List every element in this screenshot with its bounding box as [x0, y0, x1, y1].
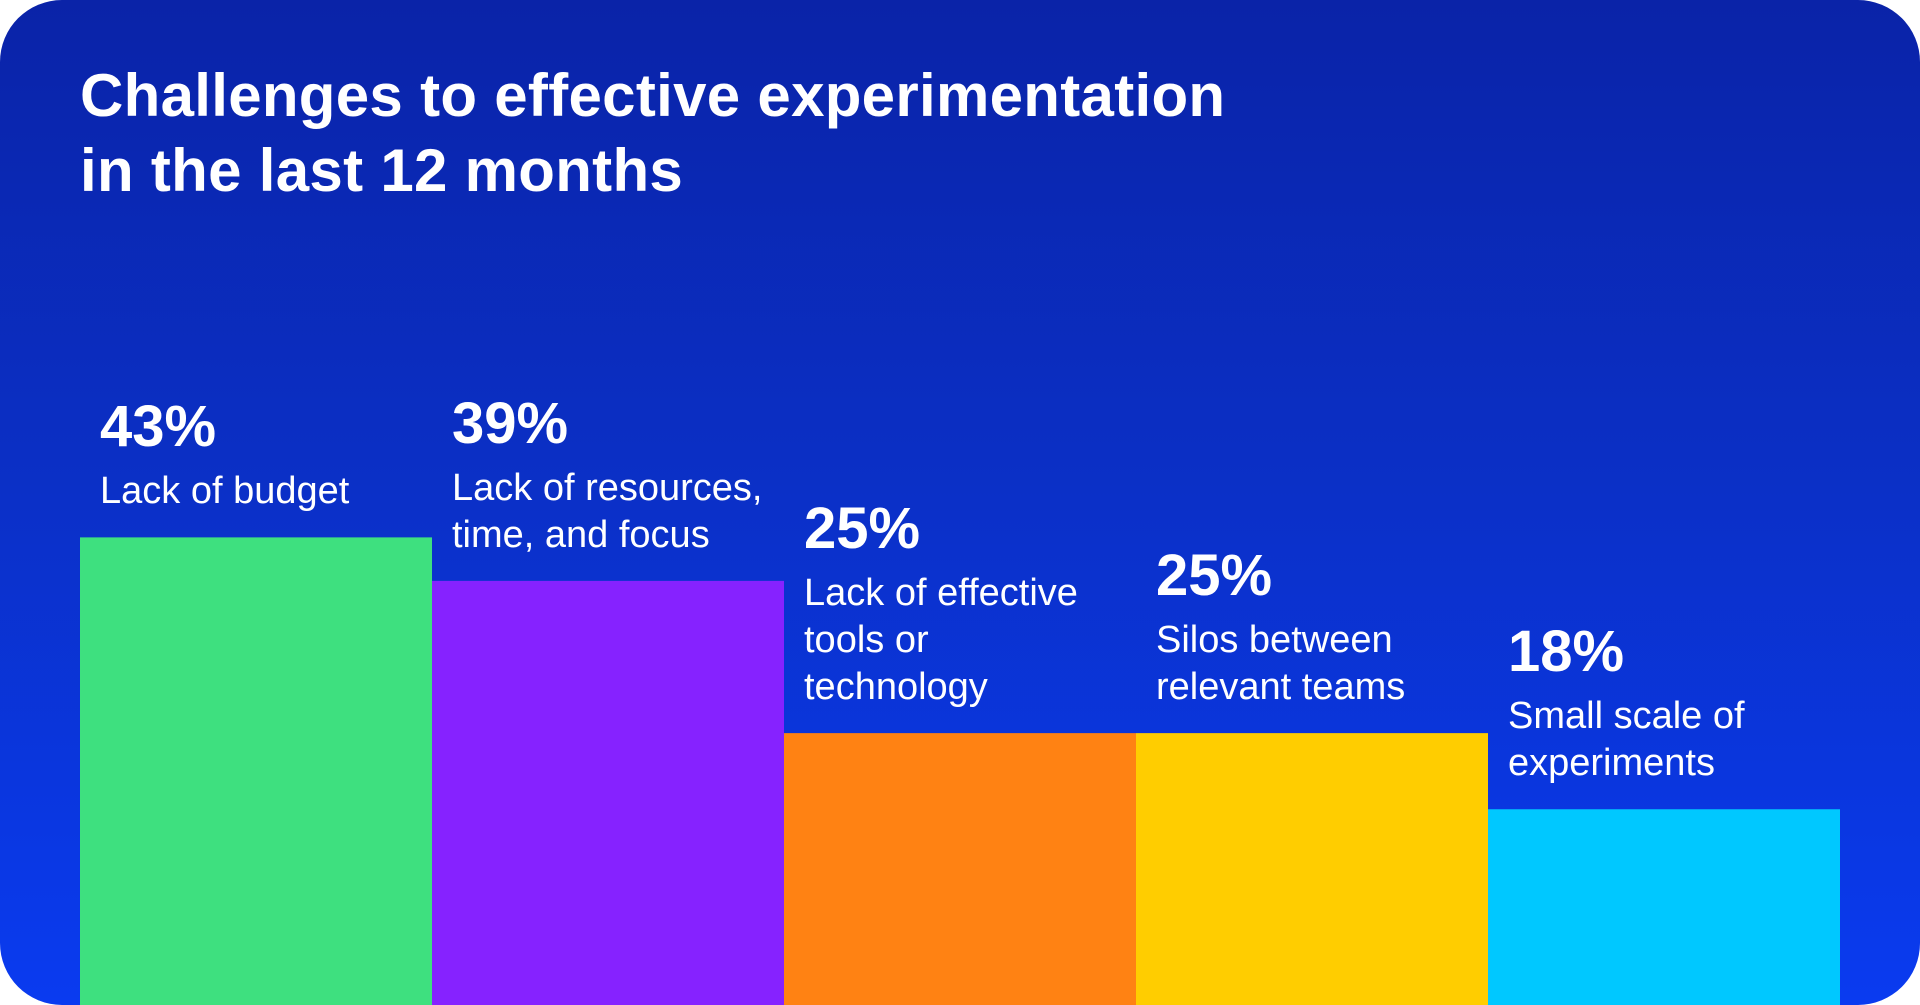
- bar-category-line: tools or: [804, 619, 929, 662]
- chart-title-line-2: in the last 12 months: [80, 137, 684, 204]
- bar-3: [784, 733, 1136, 1005]
- chart-title-line-1: Challenges to effective experimentation: [80, 62, 1226, 129]
- bar-2: [432, 580, 784, 1005]
- bar-category-line: Lack of resources,: [452, 466, 763, 509]
- bar-value-label-3: 25%: [804, 496, 921, 562]
- bar-category-label-2: Lack of resources, time, and focus: [452, 465, 802, 559]
- bar-1: [80, 537, 432, 1005]
- bar-category-label-5: Small scale of experiments: [1508, 693, 1858, 787]
- bar-value-label-2: 39%: [452, 390, 569, 456]
- bar-category-label-1: Lack of budget: [100, 468, 450, 515]
- bar-category-line: experiments: [1508, 742, 1715, 785]
- bar-value-label-1: 43%: [100, 394, 217, 460]
- bar-value-label-5: 18%: [1508, 619, 1625, 685]
- bar-label-group-1: 43% Lack of budget: [100, 392, 450, 515]
- bar-category-label-3: Lack of effective tools or technology: [804, 570, 1154, 711]
- bar-category-line: Lack of effective: [804, 572, 1078, 615]
- bar-category-line: Lack of budget: [100, 470, 350, 513]
- bar-5: [1488, 809, 1840, 1005]
- bar-category-line: Silos between: [1156, 619, 1393, 662]
- bar-category-line: Small scale of: [1508, 695, 1745, 738]
- bar-category-line: time, and focus: [452, 513, 710, 556]
- bar-category-label-4: Silos between relevant teams: [1156, 617, 1506, 711]
- chart-title: Challenges to effective experimentation …: [80, 58, 1480, 208]
- bar-label-group-3: 25% Lack of effective tools or technology: [804, 494, 1154, 711]
- bar-category-line: relevant teams: [1156, 666, 1406, 709]
- bar-label-group-4: 25% Silos between relevant teams: [1156, 541, 1506, 711]
- bar-label-group-2: 39% Lack of resources, time, and focus: [452, 389, 802, 559]
- bar-label-group-5: 18% Small scale of experiments: [1508, 617, 1858, 787]
- bar-category-line: technology: [804, 666, 988, 709]
- bar-value-label-4: 25%: [1156, 543, 1273, 609]
- bar-4: [1136, 733, 1488, 1005]
